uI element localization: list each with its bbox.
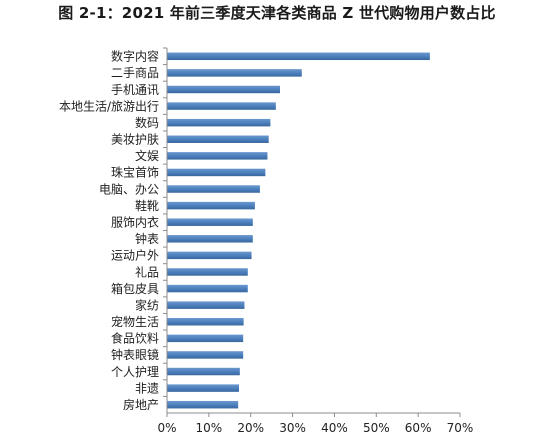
bar	[167, 235, 253, 243]
bar	[167, 135, 269, 143]
bar	[167, 268, 248, 276]
bar	[167, 351, 244, 359]
bar	[167, 218, 253, 226]
x-tick-label: 60%	[405, 421, 432, 435]
category-label: 礼品	[135, 264, 159, 279]
x-tick-label: 0%	[157, 421, 176, 435]
x-tick-labels: 0% 10% 20% 30% 40% 50% 60% 70%	[157, 421, 473, 435]
x-tick-label: 40%	[321, 421, 348, 435]
bar	[167, 400, 239, 409]
bar	[167, 152, 268, 160]
category-label: 鞋靴	[135, 198, 159, 213]
bar	[167, 168, 266, 177]
category-label: 家纺	[135, 297, 159, 312]
category-label: 电脑、办公	[99, 181, 159, 196]
category-label: 手机通讯	[111, 83, 159, 97]
chart-title: 图 2-1：2021 年前三季度天津各类商品 Z 世代购物用户数占比	[58, 4, 496, 22]
x-tick-label: 30%	[279, 421, 306, 435]
category-labels: 数字内容二手商品手机通讯本地生活/旅游出行数码美妆护肤文娱珠宝首饰电脑、办公鞋靴…	[59, 49, 159, 412]
category-label: 运动户外	[111, 248, 159, 263]
category-label: 房地产	[123, 397, 159, 412]
category-label: 数字内容	[111, 49, 159, 64]
bar	[167, 301, 245, 309]
bar	[167, 69, 302, 77]
bar	[167, 185, 260, 193]
bar	[167, 284, 248, 293]
category-label: 二手商品	[111, 65, 159, 80]
x-tick-label: 10%	[196, 421, 223, 435]
bar	[167, 251, 252, 260]
bar	[167, 102, 276, 110]
category-label: 钟表眼镜	[111, 347, 159, 362]
x-tick-label: 50%	[363, 421, 390, 435]
category-label: 钟表	[135, 231, 159, 246]
category-label: 非遗	[135, 381, 159, 395]
category-label: 珠宝首饰	[111, 166, 159, 180]
category-label: 文娱	[135, 148, 159, 163]
bar	[167, 384, 239, 392]
bars-group	[167, 52, 430, 409]
category-label: 本地生活/旅游出行	[59, 99, 159, 113]
axes-group	[163, 47, 461, 417]
category-label: 食品饮料	[111, 331, 159, 346]
category-label: 数码	[135, 115, 159, 130]
category-label: 服饰内衣	[111, 215, 159, 230]
category-label: 个人护理	[111, 365, 159, 379]
category-label: 美妆护肤	[111, 132, 159, 147]
x-tick-label: 70%	[447, 421, 474, 435]
bar	[167, 201, 255, 210]
x-tick-label: 20%	[237, 421, 264, 435]
bar	[167, 52, 430, 61]
category-label: 宠物生活	[111, 314, 159, 329]
bar	[167, 85, 281, 94]
bar	[167, 367, 240, 376]
bar	[167, 318, 244, 326]
bar	[167, 118, 271, 127]
category-label: 箱包皮具	[111, 281, 159, 296]
bar	[167, 334, 244, 343]
